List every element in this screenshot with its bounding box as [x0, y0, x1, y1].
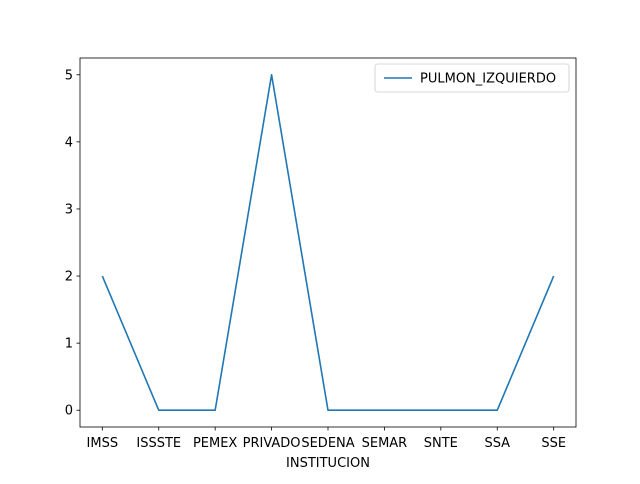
legend: PULMON_IZQUIERDO	[375, 64, 569, 92]
x-tick-label: PRIVADO	[243, 436, 301, 451]
x-tick-label: SSE	[541, 436, 566, 451]
plot-frame	[80, 58, 576, 427]
plot-area	[102, 75, 554, 411]
legend-label: PULMON_IZQUIERDO	[420, 72, 556, 87]
y-tick-label: 4	[65, 135, 73, 150]
series-line	[102, 75, 553, 410]
y-tick-label: 5	[65, 68, 73, 83]
y-tick-label: 3	[65, 202, 73, 217]
x-tick-label: PEMEX	[193, 436, 237, 451]
x-tick-label: SNTE	[424, 436, 458, 451]
x-axis-label: INSTITUCION	[286, 456, 370, 471]
x-tick-label: IMSS	[87, 436, 119, 451]
y-tick-label: 1	[65, 337, 73, 352]
x-tick-label: SSA	[484, 436, 510, 451]
x-tick-label: SEDENA	[301, 436, 354, 451]
y-tick-label: 0	[65, 404, 73, 419]
x-tick-label: SEMAR	[362, 436, 408, 451]
x-tick-label: ISSSTE	[136, 436, 181, 451]
y-tick-label: 2	[65, 270, 73, 285]
